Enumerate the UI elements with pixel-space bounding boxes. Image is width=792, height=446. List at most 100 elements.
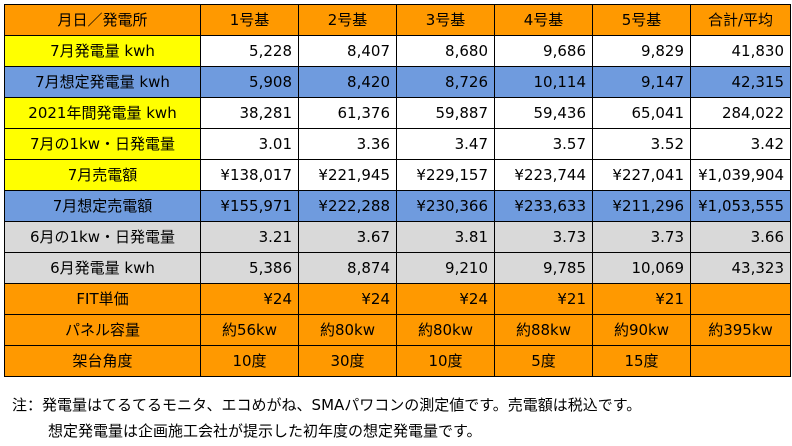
table-row: 架台角度 10度 30度 10度 5度 15度 bbox=[4, 345, 791, 377]
header-row: 月日／発電所 1号基 2号基 3号基 4号基 5号基 合計/平均 bbox=[4, 4, 791, 36]
value-cell-unit-4: 5度 bbox=[494, 345, 593, 377]
value-cell-unit-1: 5,386 bbox=[200, 252, 299, 284]
value-cell-unit-1: 3.01 bbox=[200, 128, 299, 160]
table-row: パネル容量 約56kw 約80kw 約80kw 約88kw 約90kw 約395kw bbox=[4, 314, 791, 346]
value-cell-unit-5: 約90kw bbox=[592, 314, 691, 346]
value-cell-unit-2: ¥24 bbox=[298, 283, 397, 315]
total-cell: ¥1,053,555 bbox=[690, 190, 791, 222]
value-cell-unit-1: 約56kw bbox=[200, 314, 299, 346]
value-cell-unit-2: 30度 bbox=[298, 345, 397, 377]
table-body: 月日／発電所 1号基 2号基 3号基 4号基 5号基 合計/平均 7月発電量 k… bbox=[4, 4, 791, 377]
value-cell-unit-2: 3.67 bbox=[298, 221, 397, 253]
value-cell-unit-3: 10度 bbox=[396, 345, 495, 377]
power-generation-table: 月日／発電所 1号基 2号基 3号基 4号基 5号基 合計/平均 7月発電量 k… bbox=[4, 4, 791, 377]
value-cell-unit-3: 8,726 bbox=[396, 66, 495, 98]
table-row: 7月売電額 ¥138,017 ¥221,945 ¥229,157 ¥223,744 ¥22… bbox=[4, 159, 791, 191]
value-cell-unit-3: 8,680 bbox=[396, 35, 495, 67]
value-cell-unit-5: ¥227,041 bbox=[592, 159, 691, 191]
row-label: 2021年間発電量 kwh bbox=[4, 97, 201, 129]
total-cell: 41,830 bbox=[690, 35, 791, 67]
footnote-line-2: 想定発電量は企画施工会社が提示した初年度の想定発電量です。 bbox=[48, 422, 482, 440]
total-cell bbox=[690, 283, 791, 315]
table-row: 7月想定発電量 kwh 5,908 8,420 8,726 10,114 9,147 42,… bbox=[4, 66, 791, 98]
value-cell-unit-4: ¥233,633 bbox=[494, 190, 593, 222]
value-cell-unit-5: ¥21 bbox=[592, 283, 691, 315]
value-cell-unit-3: ¥229,157 bbox=[396, 159, 495, 191]
value-cell-unit-5: 9,829 bbox=[592, 35, 691, 67]
row-label: 7月想定売電額 bbox=[4, 190, 201, 222]
row-label: 7月想定発電量 kwh bbox=[4, 66, 201, 98]
total-cell: 43,323 bbox=[690, 252, 791, 284]
value-cell-unit-5: 65,041 bbox=[592, 97, 691, 129]
value-cell-unit-1: 3.21 bbox=[200, 221, 299, 253]
header-cell-unit-1: 1号基 bbox=[200, 4, 299, 36]
row-label: 7月の1kw・日発電量 bbox=[4, 128, 201, 160]
value-cell-unit-2: ¥221,945 bbox=[298, 159, 397, 191]
footnotes: 注：発電量はてるてるモニタ、エコめがね、SMAパワコンの測定値です。売電額は税込… bbox=[12, 392, 641, 444]
table-row: 6月の1kw・日発電量 3.21 3.67 3.81 3.73 3.73 3.66 bbox=[4, 221, 791, 253]
total-cell: 42,315 bbox=[690, 66, 791, 98]
value-cell-unit-2: 8,407 bbox=[298, 35, 397, 67]
total-cell: 3.66 bbox=[690, 221, 791, 253]
value-cell-unit-1: ¥155,971 bbox=[200, 190, 299, 222]
header-cell-unit-4: 4号基 bbox=[494, 4, 593, 36]
value-cell-unit-3: 約80kw bbox=[396, 314, 495, 346]
row-label: 6月発電量 kwh bbox=[4, 252, 201, 284]
row-label: FIT単価 bbox=[4, 283, 201, 315]
total-cell: 284,022 bbox=[690, 97, 791, 129]
value-cell-unit-2: 61,376 bbox=[298, 97, 397, 129]
table-row: 7月の1kw・日発電量 3.01 3.36 3.47 3.57 3.52 3.42 bbox=[4, 128, 791, 160]
value-cell-unit-3: 59,887 bbox=[396, 97, 495, 129]
table-row: 6月発電量 kwh 5,386 8,874 9,210 9,785 10,069 43,32… bbox=[4, 252, 791, 284]
row-label: 6月の1kw・日発電量 bbox=[4, 221, 201, 253]
header-cell-unit-3: 3号基 bbox=[396, 4, 495, 36]
table-row: 7月想定売電額 ¥155,971 ¥222,288 ¥230,366 ¥233,633 ¥… bbox=[4, 190, 791, 222]
value-cell-unit-2: ¥222,288 bbox=[298, 190, 397, 222]
value-cell-unit-4: ¥21 bbox=[494, 283, 593, 315]
value-cell-unit-4: 59,436 bbox=[494, 97, 593, 129]
value-cell-unit-5: ¥211,296 bbox=[592, 190, 691, 222]
value-cell-unit-3: ¥230,366 bbox=[396, 190, 495, 222]
footnote-line-1: 注：発電量はてるてるモニタ、エコめがね、SMAパワコンの測定値です。売電額は税込… bbox=[12, 396, 642, 414]
value-cell-unit-4: 9,785 bbox=[494, 252, 593, 284]
total-cell: ¥1,039,904 bbox=[690, 159, 791, 191]
row-label: 7月発電量 kwh bbox=[4, 35, 201, 67]
value-cell-unit-3: ¥24 bbox=[396, 283, 495, 315]
total-cell bbox=[690, 345, 791, 377]
row-label: 7月売電額 bbox=[4, 159, 201, 191]
value-cell-unit-4: 10,114 bbox=[494, 66, 593, 98]
value-cell-unit-3: 9,210 bbox=[396, 252, 495, 284]
table-row: FIT単価 ¥24 ¥24 ¥24 ¥21 ¥21 bbox=[4, 283, 791, 315]
value-cell-unit-3: 3.81 bbox=[396, 221, 495, 253]
value-cell-unit-4: 3.73 bbox=[494, 221, 593, 253]
value-cell-unit-4: 約88kw bbox=[494, 314, 593, 346]
header-cell-unit-5: 5号基 bbox=[592, 4, 691, 36]
total-cell: 3.42 bbox=[690, 128, 791, 160]
value-cell-unit-5: 9,147 bbox=[592, 66, 691, 98]
row-label: 架台角度 bbox=[4, 345, 201, 377]
value-cell-unit-2: 3.36 bbox=[298, 128, 397, 160]
table-row: 7月発電量 kwh 5,228 8,407 8,680 9,686 9,829 41,830 bbox=[4, 35, 791, 67]
value-cell-unit-1: 5,228 bbox=[200, 35, 299, 67]
table-row: 2021年間発電量 kwh 38,281 61,376 59,887 59,436 65,… bbox=[4, 97, 791, 129]
total-cell: 約395kw bbox=[690, 314, 791, 346]
header-cell-label: 月日／発電所 bbox=[4, 4, 201, 36]
value-cell-unit-4: ¥223,744 bbox=[494, 159, 593, 191]
value-cell-unit-5: 15度 bbox=[592, 345, 691, 377]
row-label: パネル容量 bbox=[4, 314, 201, 346]
value-cell-unit-2: 8,874 bbox=[298, 252, 397, 284]
header-cell-total: 合計/平均 bbox=[690, 4, 791, 36]
value-cell-unit-1: 5,908 bbox=[200, 66, 299, 98]
value-cell-unit-1: 10度 bbox=[200, 345, 299, 377]
value-cell-unit-1: ¥24 bbox=[200, 283, 299, 315]
value-cell-unit-1: ¥138,017 bbox=[200, 159, 299, 191]
value-cell-unit-5: 3.52 bbox=[592, 128, 691, 160]
value-cell-unit-4: 9,686 bbox=[494, 35, 593, 67]
value-cell-unit-3: 3.47 bbox=[396, 128, 495, 160]
value-cell-unit-1: 38,281 bbox=[200, 97, 299, 129]
value-cell-unit-2: 約80kw bbox=[298, 314, 397, 346]
header-cell-unit-2: 2号基 bbox=[298, 4, 397, 36]
value-cell-unit-4: 3.57 bbox=[494, 128, 593, 160]
value-cell-unit-5: 3.73 bbox=[592, 221, 691, 253]
value-cell-unit-5: 10,069 bbox=[592, 252, 691, 284]
